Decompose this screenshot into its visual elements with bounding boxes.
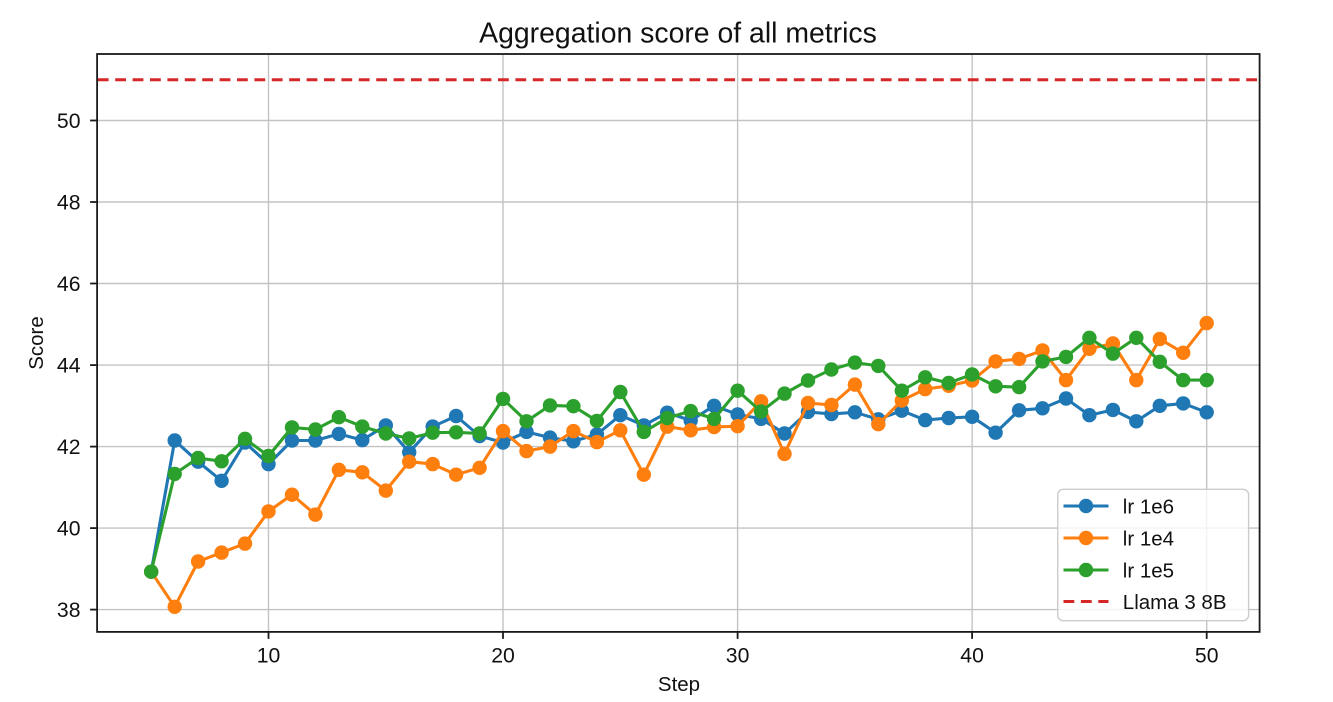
- svg-text:Llama 3 8B: Llama 3 8B: [1123, 591, 1227, 614]
- svg-text:lr 1e5: lr 1e5: [1123, 559, 1174, 582]
- svg-text:Score: Score: [25, 316, 48, 370]
- svg-text:50: 50: [57, 110, 81, 133]
- svg-text:46: 46: [57, 273, 81, 296]
- svg-text:50: 50: [1195, 645, 1219, 668]
- svg-text:20: 20: [491, 645, 515, 668]
- svg-text:40: 40: [960, 645, 984, 668]
- svg-text:lr 1e6: lr 1e6: [1123, 495, 1174, 518]
- svg-text:38: 38: [57, 599, 81, 622]
- svg-text:10: 10: [257, 645, 281, 668]
- svg-text:lr 1e4: lr 1e4: [1123, 527, 1174, 550]
- svg-text:42: 42: [57, 436, 81, 459]
- svg-text:Step: Step: [658, 673, 700, 696]
- svg-text:48: 48: [57, 191, 81, 214]
- svg-text:30: 30: [726, 645, 750, 668]
- svg-text:40: 40: [57, 517, 81, 540]
- svg-text:44: 44: [57, 354, 81, 377]
- svg-text:Aggregation score of all metri: Aggregation score of all metrics: [479, 18, 877, 50]
